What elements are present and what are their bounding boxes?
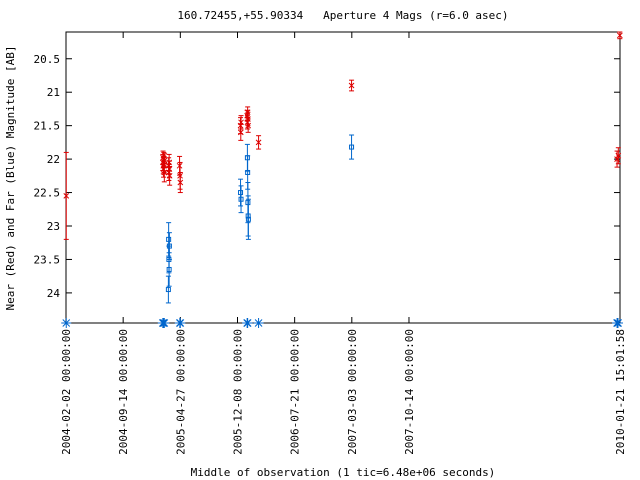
y-tick-label: 23: [47, 220, 60, 233]
y-tick-label: 20.5: [34, 53, 61, 66]
marker-stroke: [62, 319, 71, 327]
data-point-far: [245, 216, 251, 222]
marker-stroke: [245, 122, 252, 129]
x-axis-label: Middle of observation (1 tic=6.48e+06 se…: [191, 466, 496, 479]
data-point-near: [255, 139, 262, 146]
marker-stroke: [237, 129, 244, 136]
upper-limit-marker: [613, 318, 623, 328]
y-tick-label: 23.5: [34, 253, 61, 266]
upper-limit-marker: [159, 318, 170, 328]
marker-stroke: [348, 82, 355, 89]
data-point-near: [166, 172, 173, 179]
marker-stroke: [176, 162, 183, 169]
data-point-far: [245, 169, 251, 175]
marker-stroke: [238, 119, 244, 126]
x-tick-label: 2005-12-08 00:00:00: [231, 329, 244, 455]
data-point-near: [237, 129, 244, 136]
marker-stroke: [160, 319, 169, 327]
marker-stroke: [177, 179, 184, 186]
x-tick-label: 2007-10-14 00:00:00: [403, 329, 416, 455]
data-point-far: [166, 266, 172, 272]
marker-stroke: [166, 172, 173, 179]
data-point-near: [161, 157, 168, 164]
upper-limit-marker: [61, 318, 72, 328]
x-tick-label: 2004-09-14 00:00:00: [117, 329, 130, 455]
marker-stroke: [161, 169, 168, 176]
x-tick-label: 2004-02-02 00:00:00: [60, 329, 73, 455]
chart-title: 160.72455,+55.90334 Aperture 4 Mags (r=6…: [177, 9, 508, 22]
y-tick-label: 21.5: [34, 120, 61, 133]
data-point-near: [63, 193, 70, 199]
x-tick-label: 2005-04-27 00:00:00: [174, 329, 187, 455]
data-point-near: [238, 119, 244, 126]
data-point-near: [176, 162, 183, 169]
data-point-near: [245, 122, 252, 129]
data-point-near: [615, 152, 622, 159]
data-point-near: [177, 179, 184, 186]
data-point-far: [166, 236, 172, 242]
axis-ticks: 20.5 21 21.5 22 22.5 23 23.5 24 2004-02-02 00:00…: [34, 32, 627, 455]
marker-stroke: [63, 193, 70, 199]
data-point-near: [161, 169, 168, 176]
marker-stroke: [614, 319, 622, 327]
y-tick-label: 21: [47, 86, 60, 99]
marker-stroke: [161, 157, 168, 164]
marker-stroke: [255, 139, 262, 146]
data-point-far: [238, 196, 244, 202]
y-tick-label: 22.5: [34, 187, 61, 200]
data-point-near: [616, 32, 623, 39]
y-tick-label: 24: [47, 287, 61, 300]
marker-stroke: [176, 319, 185, 327]
x-tick-label: 2007-03-03 00:00:00: [346, 329, 359, 455]
data-point-near: [348, 82, 355, 89]
plot-frame: [65, 31, 621, 324]
x-tick-label: 2010-01-21 15:01:58: [614, 329, 627, 455]
data-point-far: [166, 243, 172, 249]
upper-limit-marker: [175, 318, 186, 328]
data-point-far: [238, 190, 244, 196]
upper-limit-marker: [253, 318, 264, 328]
marker-stroke: [616, 32, 623, 39]
data-point-far: [349, 144, 355, 150]
data-point-far: [165, 287, 171, 293]
y-tick-label: 22: [47, 153, 60, 166]
marker-stroke: [254, 319, 263, 327]
data-marks: [61, 31, 623, 328]
upper-limit-marker: [242, 318, 253, 328]
marker-stroke: [615, 152, 622, 159]
x-tick-label: 2006-07-21 00:00:00: [289, 329, 302, 455]
marker-stroke: [243, 319, 252, 327]
y-axis-label: Near (Red) and Far (Blue) Magnitude [AB]: [4, 46, 17, 311]
